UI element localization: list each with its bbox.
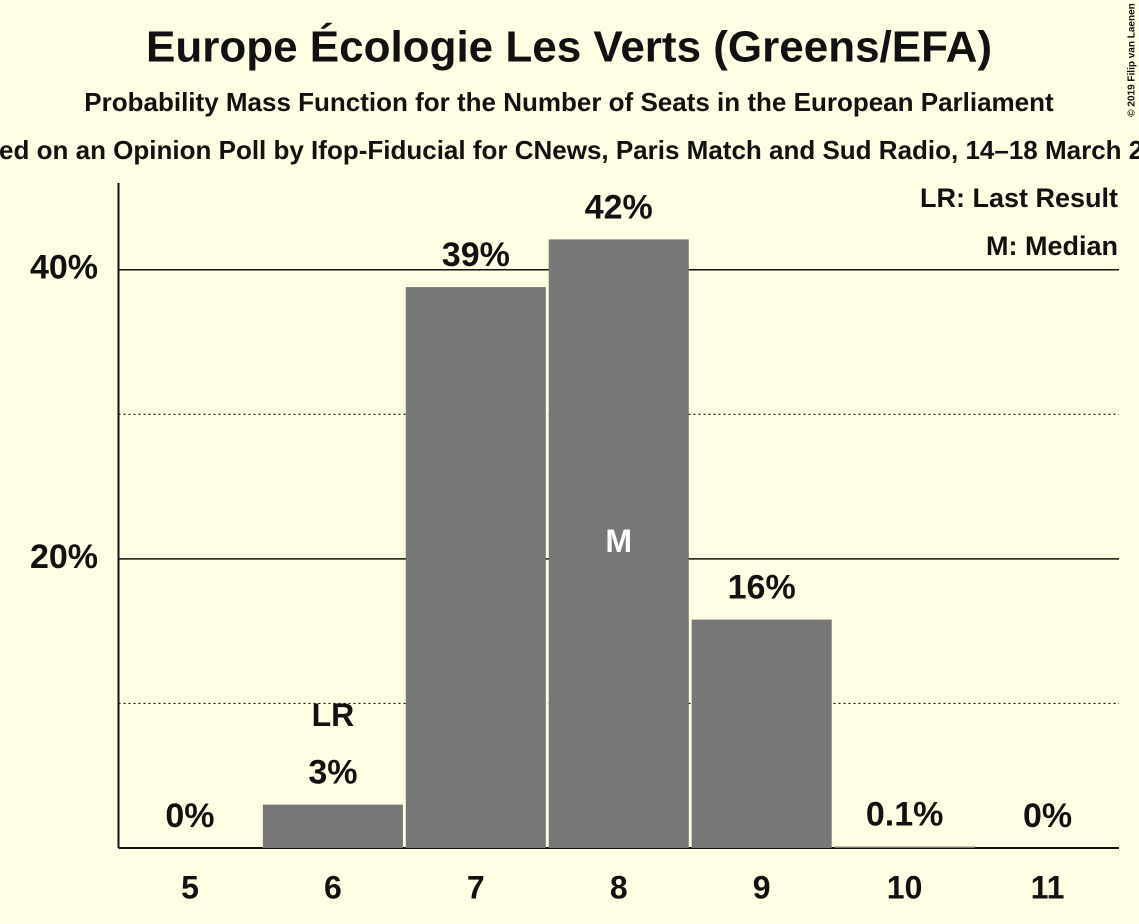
- x-tick-label: 7: [467, 869, 485, 905]
- x-tick-label: 5: [181, 869, 199, 905]
- legend-entry: LR: Last Result: [920, 183, 1118, 213]
- copyright: © 2019 Filip van Laenen: [1127, 3, 1138, 117]
- x-tick-label: 8: [610, 869, 628, 905]
- value-label: 0%: [165, 797, 214, 835]
- bar: [834, 846, 975, 848]
- value-label: 39%: [442, 236, 510, 274]
- bar: [262, 804, 403, 848]
- annotation: M: [605, 523, 632, 559]
- value-label: 0%: [1023, 797, 1072, 835]
- chart-title: Europe Écologie Les Verts (Greens/EFA): [146, 22, 992, 72]
- annotation: LR: [312, 697, 355, 733]
- value-label: 3%: [308, 754, 357, 792]
- x-tick-label: 11: [1031, 869, 1065, 905]
- bar: [405, 287, 546, 849]
- legend-entry: M: Median: [986, 231, 1118, 261]
- chart-subtitle: Probability Mass Function for the Number…: [84, 87, 1054, 117]
- x-tick-label: 6: [324, 869, 342, 905]
- bar: [548, 239, 689, 848]
- x-tick-label: 9: [753, 869, 771, 905]
- bar: [691, 619, 832, 848]
- chart-source: Based on an Opinion Poll by Ifop-Fiducia…: [0, 135, 1139, 165]
- x-tick-label: 10: [887, 869, 923, 905]
- value-label: 16%: [728, 569, 796, 607]
- y-tick-label: 20%: [30, 538, 98, 576]
- value-label: 0.1%: [866, 796, 944, 834]
- y-tick-label: 40%: [30, 249, 98, 287]
- value-label: 42%: [585, 188, 653, 226]
